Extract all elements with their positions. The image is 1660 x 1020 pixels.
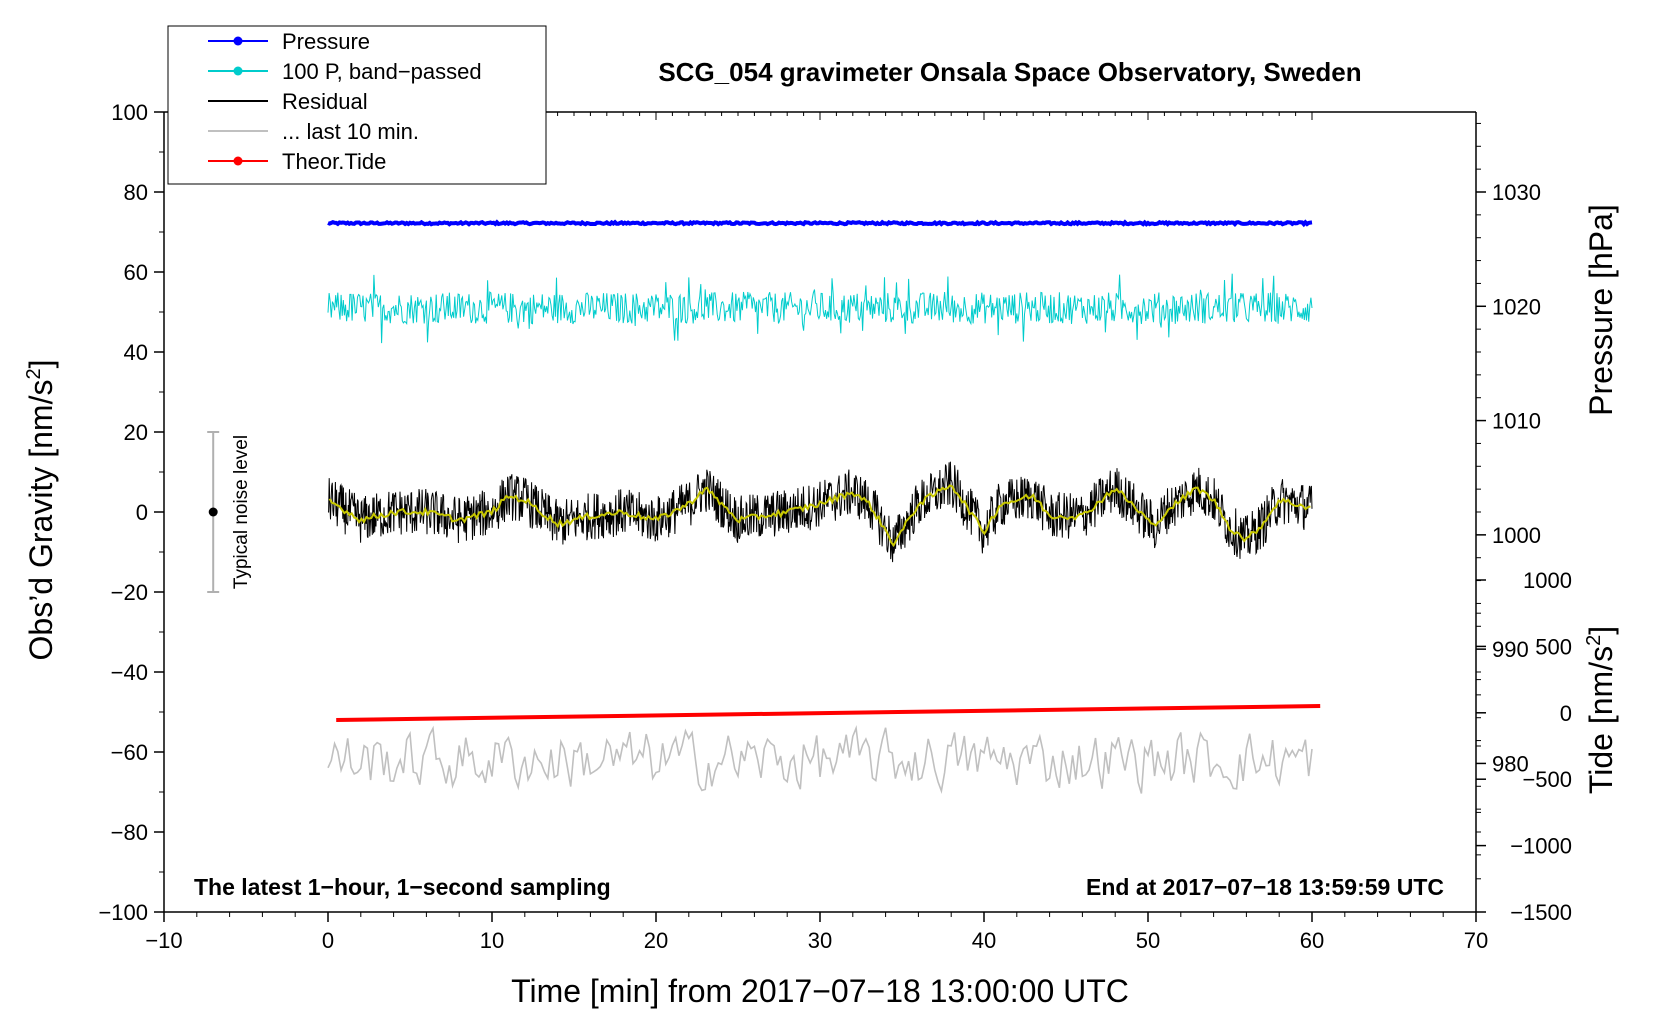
noise-indicator: Typical noise level	[207, 431, 252, 593]
x-tick-label: 40	[972, 928, 996, 953]
end-time-note: End at 2017−07−18 13:59:59 UTC	[1086, 874, 1444, 900]
pressure-tick-label: 1020	[1492, 294, 1541, 319]
legend-box	[167, 25, 547, 185]
x-tick-label: 20	[644, 928, 668, 953]
legend-marker	[233, 156, 243, 166]
y-tick-label: 80	[124, 180, 148, 205]
x-tick-label: 70	[1464, 928, 1488, 953]
y-axis-label-pressure: Pressure [hPa]	[1583, 204, 1619, 416]
series-last-10-min	[327, 725, 1313, 794]
y-axis-label-tide: Tide [nm/s2]	[1583, 626, 1619, 794]
noise-label: Typical noise level	[231, 435, 252, 589]
pressure-tick-label: 990	[1492, 637, 1529, 662]
legend-marker	[233, 66, 243, 76]
pressure-tick-label: 1000	[1492, 523, 1541, 548]
axes-layer: −10 0 10 20 30 40 50 60 70−100−80−60−40−20020406…	[98, 100, 1572, 953]
x-axis-label: Time [min] from 2017−07−18 13:00:00 UTC	[511, 973, 1129, 1009]
x-tick-label: 60	[1300, 928, 1324, 953]
tide-tick-label: −1000	[1510, 834, 1572, 859]
y-tick-label: −40	[111, 660, 148, 685]
sampling-note: The latest 1−hour, 1−second sampling	[194, 874, 611, 900]
y-axis-label-gravity-text: Obs’d Gravity [nm/s	[23, 380, 59, 661]
y-tick-label: 40	[124, 340, 148, 365]
y-axis-label-tide-sup: 2	[1583, 635, 1605, 646]
y-tick-label: 60	[124, 260, 148, 285]
series-residual	[327, 461, 1313, 563]
y-tick-label: 0	[136, 500, 148, 525]
y-axis-label-tide-text: Tide [nm/s	[1583, 646, 1619, 794]
legend-label: 100 P, band−passed	[282, 59, 482, 84]
series-residual-smoothed	[328, 484, 1311, 548]
y-axis-label-gravity: Obs’d Gravity [nm/s2]	[23, 360, 59, 661]
y-tick-label: 20	[124, 420, 148, 445]
noise-center-dot	[208, 507, 218, 517]
y-tick-label: 100	[111, 100, 148, 125]
series-pressure-bandpassed	[327, 273, 1313, 344]
y-axis-label-gravity-close: ]	[23, 360, 59, 369]
x-tick-label: 10	[480, 928, 504, 953]
x-tick-label: 50	[1136, 928, 1160, 953]
chart-title: SCG_054 gravimeter Onsala Space Observat…	[658, 57, 1361, 87]
y-tick-label: −20	[111, 580, 148, 605]
series-theor-tide	[336, 704, 1321, 722]
legend-label: Theor.Tide	[282, 149, 386, 174]
pressure-tick-label: 1010	[1492, 409, 1541, 434]
legend-label: Residual	[282, 89, 368, 114]
tide-tick-label: 500	[1535, 634, 1572, 659]
legend-marker	[233, 36, 243, 46]
pressure-tick-label: 1030	[1492, 180, 1541, 205]
series-pressure	[327, 219, 1313, 228]
y-axis-label-gravity-sup: 2	[23, 368, 45, 379]
x-tick-label: 30	[808, 928, 832, 953]
legend-label: Pressure	[282, 29, 370, 54]
y-tick-label: −60	[111, 740, 148, 765]
legend: Pressure 100 P, band−passed Residual ... la…	[167, 25, 547, 185]
x-tick-label: 0	[322, 928, 334, 953]
tide-tick-label: 0	[1560, 701, 1572, 726]
tide-tick-label: 1000	[1523, 568, 1572, 593]
legend-label: ... last 10 min.	[282, 119, 419, 144]
series-layer	[327, 219, 1321, 794]
y-tick-label: −100	[98, 900, 148, 925]
pressure-tick-label: 980	[1492, 751, 1529, 776]
tide-tick-label: −1500	[1510, 900, 1572, 925]
y-axis-label-tide-close: ]	[1583, 626, 1619, 635]
y-tick-label: −80	[111, 820, 148, 845]
tide-tick-label: −500	[1522, 767, 1572, 792]
x-tick-label: −10	[145, 928, 182, 953]
